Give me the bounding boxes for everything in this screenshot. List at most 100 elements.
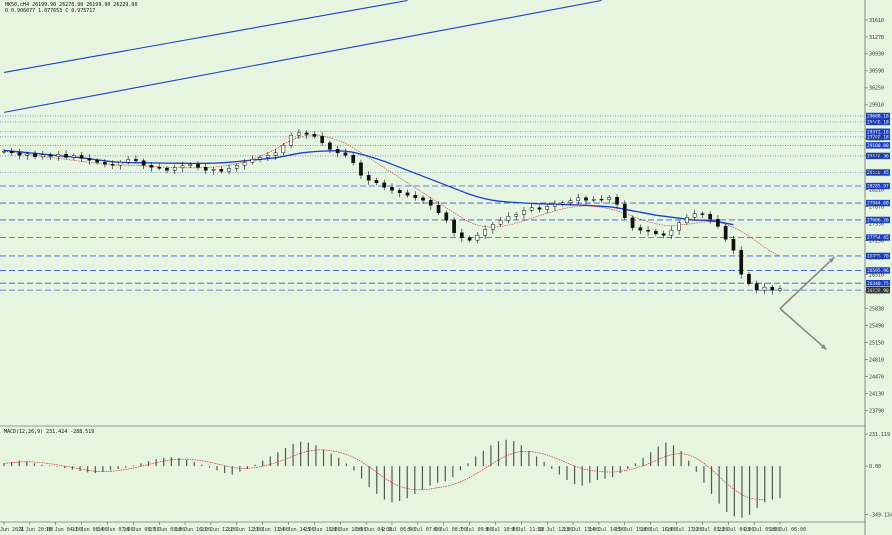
level-badge-label: 26229.90 xyxy=(867,288,889,294)
time-tick-label: 26 Jul 06:00 xyxy=(770,527,806,533)
level-badge-label: 29688.18 xyxy=(867,114,889,120)
price-tick-label: 25830 xyxy=(869,306,884,312)
candle-body xyxy=(234,165,239,169)
level-badge-box xyxy=(866,118,890,126)
candle-body xyxy=(591,199,596,201)
ma-blue-line xyxy=(3,149,734,226)
level-badge-box xyxy=(866,169,890,176)
candle-body xyxy=(685,216,689,223)
level-badge-label: 26340.75 xyxy=(867,281,889,287)
candle-body xyxy=(615,197,619,205)
level-badge-box xyxy=(866,199,890,207)
candle-body xyxy=(677,222,681,231)
horizontal-levels xyxy=(0,115,864,291)
price-tick-label: 29230 xyxy=(869,137,884,143)
candle-body xyxy=(304,132,309,135)
time-tick-label: 16 Jun 08:00 xyxy=(123,527,159,533)
macd-pane xyxy=(3,439,781,518)
candle-body xyxy=(126,159,131,163)
candle-body xyxy=(343,152,348,156)
forecast-arrow-head xyxy=(820,344,827,350)
forecast-arrow-shaft xyxy=(779,308,828,351)
candle-body xyxy=(459,232,464,238)
candle-body xyxy=(537,207,542,210)
candle-body xyxy=(514,213,519,217)
candle-body xyxy=(103,162,107,165)
time-tick-label: 18 Jun 16:00 xyxy=(175,527,211,533)
candle-body xyxy=(250,159,255,163)
channel-line xyxy=(3,0,408,73)
candle-body xyxy=(297,132,301,136)
symbol-header: HK50,cH4 26199.90 26278.90 26199.90 2622… xyxy=(5,2,137,8)
ma-red-line xyxy=(3,134,781,257)
price-tick-label: 24810 xyxy=(869,357,884,363)
candle-body xyxy=(405,192,410,196)
time-tick-label: 28 Jun 16:00 xyxy=(330,527,366,533)
price-tick-label: 24130 xyxy=(869,391,884,397)
level-badge-label: 29268.18 xyxy=(867,135,889,141)
time-tick-label: 19 Jul 17:00 xyxy=(667,527,703,533)
candle-body xyxy=(17,152,22,156)
price-tick-label: 28890 xyxy=(869,154,884,160)
candle-body xyxy=(211,169,216,171)
candle-body xyxy=(312,134,317,137)
candle-body xyxy=(118,162,123,166)
level-badge-label: 28285.97 xyxy=(867,184,889,190)
candle-body xyxy=(475,234,480,241)
time-tick-label: 21 Jun 12:00 xyxy=(201,527,237,533)
candle-body xyxy=(149,165,154,168)
price-tick-label: 23790 xyxy=(869,408,884,414)
candle-body xyxy=(289,135,293,146)
level-badge-box xyxy=(866,267,890,274)
time-tick-label: 15 Jul 15:00 xyxy=(615,527,651,533)
level-badge-label: 27606.26 xyxy=(867,218,889,224)
macd-tick-label: 0.00 xyxy=(869,464,881,470)
candle-body xyxy=(320,136,325,144)
price-tick-label: 25150 xyxy=(869,340,884,346)
channel-lines xyxy=(3,0,602,113)
candle-body xyxy=(351,155,356,164)
candle-body xyxy=(157,167,162,169)
time-tick-label: 14 Jun 07:00 xyxy=(97,527,133,533)
candle-body xyxy=(203,167,208,171)
candle-body xyxy=(87,158,92,161)
price-tick-label: 27530 xyxy=(869,222,884,228)
candle-body xyxy=(219,169,224,172)
macd-axis-ticks: 231.119 0.00 -349.134 xyxy=(865,432,892,519)
time-tick-label: 9 Jul 11:00 xyxy=(511,527,544,533)
channel-line xyxy=(3,0,602,113)
candle-body xyxy=(483,228,487,236)
candle-body xyxy=(568,200,573,204)
price-tick-label: 24470 xyxy=(869,374,884,380)
candle-body xyxy=(747,273,751,284)
forecast-arrows xyxy=(779,256,835,351)
candle-body xyxy=(281,145,286,154)
price-tick-label: 26170 xyxy=(869,289,884,295)
candle-body xyxy=(374,180,379,184)
level-badge-box xyxy=(866,279,890,287)
price-tick-label: 26850 xyxy=(869,255,884,261)
macd-label: MACD(12,26,9) 231.424 -288.519 xyxy=(4,429,94,435)
candle-body xyxy=(444,212,449,221)
time-tick-label: 7 Jul 09:00 xyxy=(460,527,493,533)
candle-body xyxy=(141,160,146,166)
time-tick-label: 25 Jun 15:00 xyxy=(304,527,340,533)
time-tick-label: 16 Jul 16:00 xyxy=(641,527,677,533)
candle-body xyxy=(413,195,418,199)
forecast-arrow-shaft xyxy=(779,256,835,310)
level-badge-box xyxy=(866,234,890,241)
candle-body xyxy=(165,168,169,171)
candle-body xyxy=(428,200,433,206)
candle-body xyxy=(64,154,68,158)
level-badge-box xyxy=(866,252,890,260)
candle-body xyxy=(653,230,658,234)
candle-body xyxy=(359,162,363,176)
candle-body xyxy=(778,288,782,291)
candle-body xyxy=(335,149,340,154)
price-tick-label: 28550 xyxy=(869,171,884,177)
candle-body xyxy=(9,151,14,154)
time-tick-label: 5 Jul 07:00 xyxy=(408,527,441,533)
candle-body xyxy=(71,155,76,158)
candle-body xyxy=(382,182,387,188)
candle-body xyxy=(638,227,643,231)
